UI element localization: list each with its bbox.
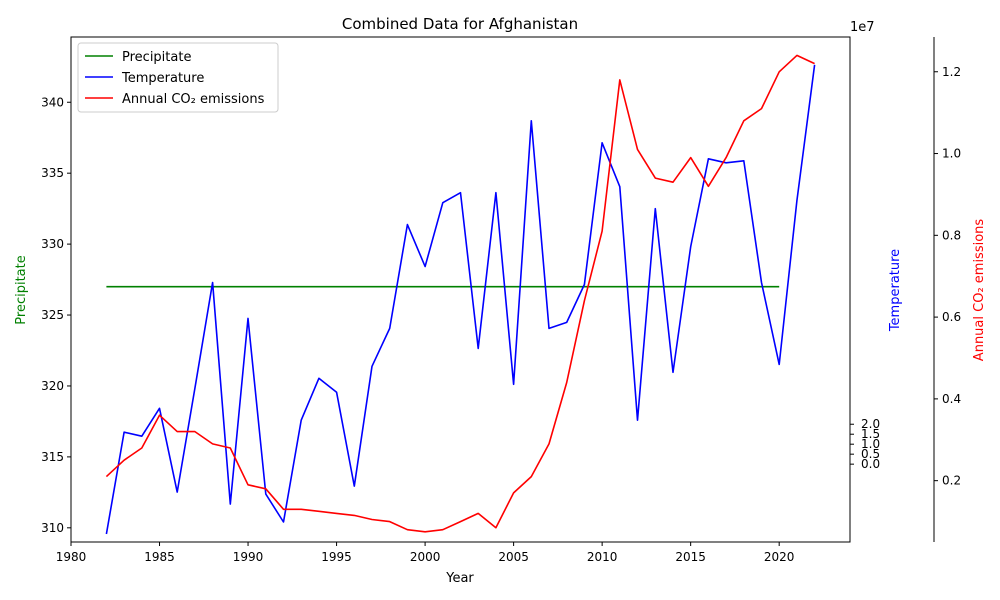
legend-label-precipitate: Precipitate xyxy=(122,50,191,65)
co2-axis: 0.2 0.4 0.6 0.8 1.0 1.2 xyxy=(933,37,961,542)
x-tick-label-2010: 2010 xyxy=(587,550,618,564)
temperature-offset-text: 1e7 xyxy=(850,20,875,35)
legend-box xyxy=(77,42,279,113)
x-tick-label-2015: 2015 xyxy=(675,550,706,564)
temperature-axis-label: Temperature xyxy=(888,249,903,332)
co2-tick-label-5: 1.2 xyxy=(942,65,961,79)
left-tick-label-315: 315 xyxy=(41,450,64,464)
x-tick-label-1980: 1980 xyxy=(56,550,87,564)
x-tick-label-2000: 2000 xyxy=(410,550,441,564)
left-tick-label-340: 340 xyxy=(41,95,64,109)
legend-label-temperature: Temperature xyxy=(121,71,204,86)
co2-series-line xyxy=(105,54,815,533)
x-tick-label-1990: 1990 xyxy=(233,550,264,564)
plot-frame xyxy=(70,36,851,543)
left-tick-label-335: 335 xyxy=(41,166,64,180)
co2-tick-label-2: 0.6 xyxy=(942,310,961,324)
co2-tick-label-4: 1.0 xyxy=(942,147,961,161)
temperature-tick-label-1: 0.5 xyxy=(861,447,880,461)
x-tick-label-2020: 2020 xyxy=(764,550,795,564)
x-tick-label-1985: 1985 xyxy=(144,550,175,564)
legend: Precipitate Temperature Annual CO₂ emiss… xyxy=(77,42,279,113)
left-axis: 310 315 320 325 330 335 340 xyxy=(41,95,71,535)
left-tick-label-325: 325 xyxy=(41,308,64,322)
temperature-tick-label-4: 2.0 xyxy=(861,417,880,431)
temperature-axis: 0.00.51.01.52.0 xyxy=(850,417,880,471)
temperature-series-line xyxy=(105,64,816,535)
temperature-tick-label-3: 1.5 xyxy=(861,427,880,441)
legend-label-co2: Annual CO₂ emissions xyxy=(122,92,265,107)
x-axis-label: Year xyxy=(445,571,474,586)
temperature-tick-label-0: 0.0 xyxy=(861,457,880,471)
x-axis: 1980 1985 1990 1995 2000 2005 2010 2015 2020 xyxy=(56,542,795,564)
co2-axis-label: Annual CO₂ emissions xyxy=(972,219,987,362)
left-tick-label-330: 330 xyxy=(41,237,64,251)
x-tick-label-1995: 1995 xyxy=(321,550,352,564)
left-tick-label-320: 320 xyxy=(41,379,64,393)
temperature-tick-label-2: 1.0 xyxy=(861,437,880,451)
co2-tick-label-3: 0.8 xyxy=(942,228,961,242)
plot-lines xyxy=(105,54,816,535)
chart-title: Combined Data for Afghanistan xyxy=(342,15,578,33)
x-tick-label-2005: 2005 xyxy=(498,550,529,564)
co2-tick-label-1: 0.4 xyxy=(942,392,961,406)
left-tick-label-310: 310 xyxy=(41,521,64,535)
left-axis-label: Precipitate xyxy=(14,255,29,324)
co2-tick-label-0: 0.2 xyxy=(942,474,961,488)
